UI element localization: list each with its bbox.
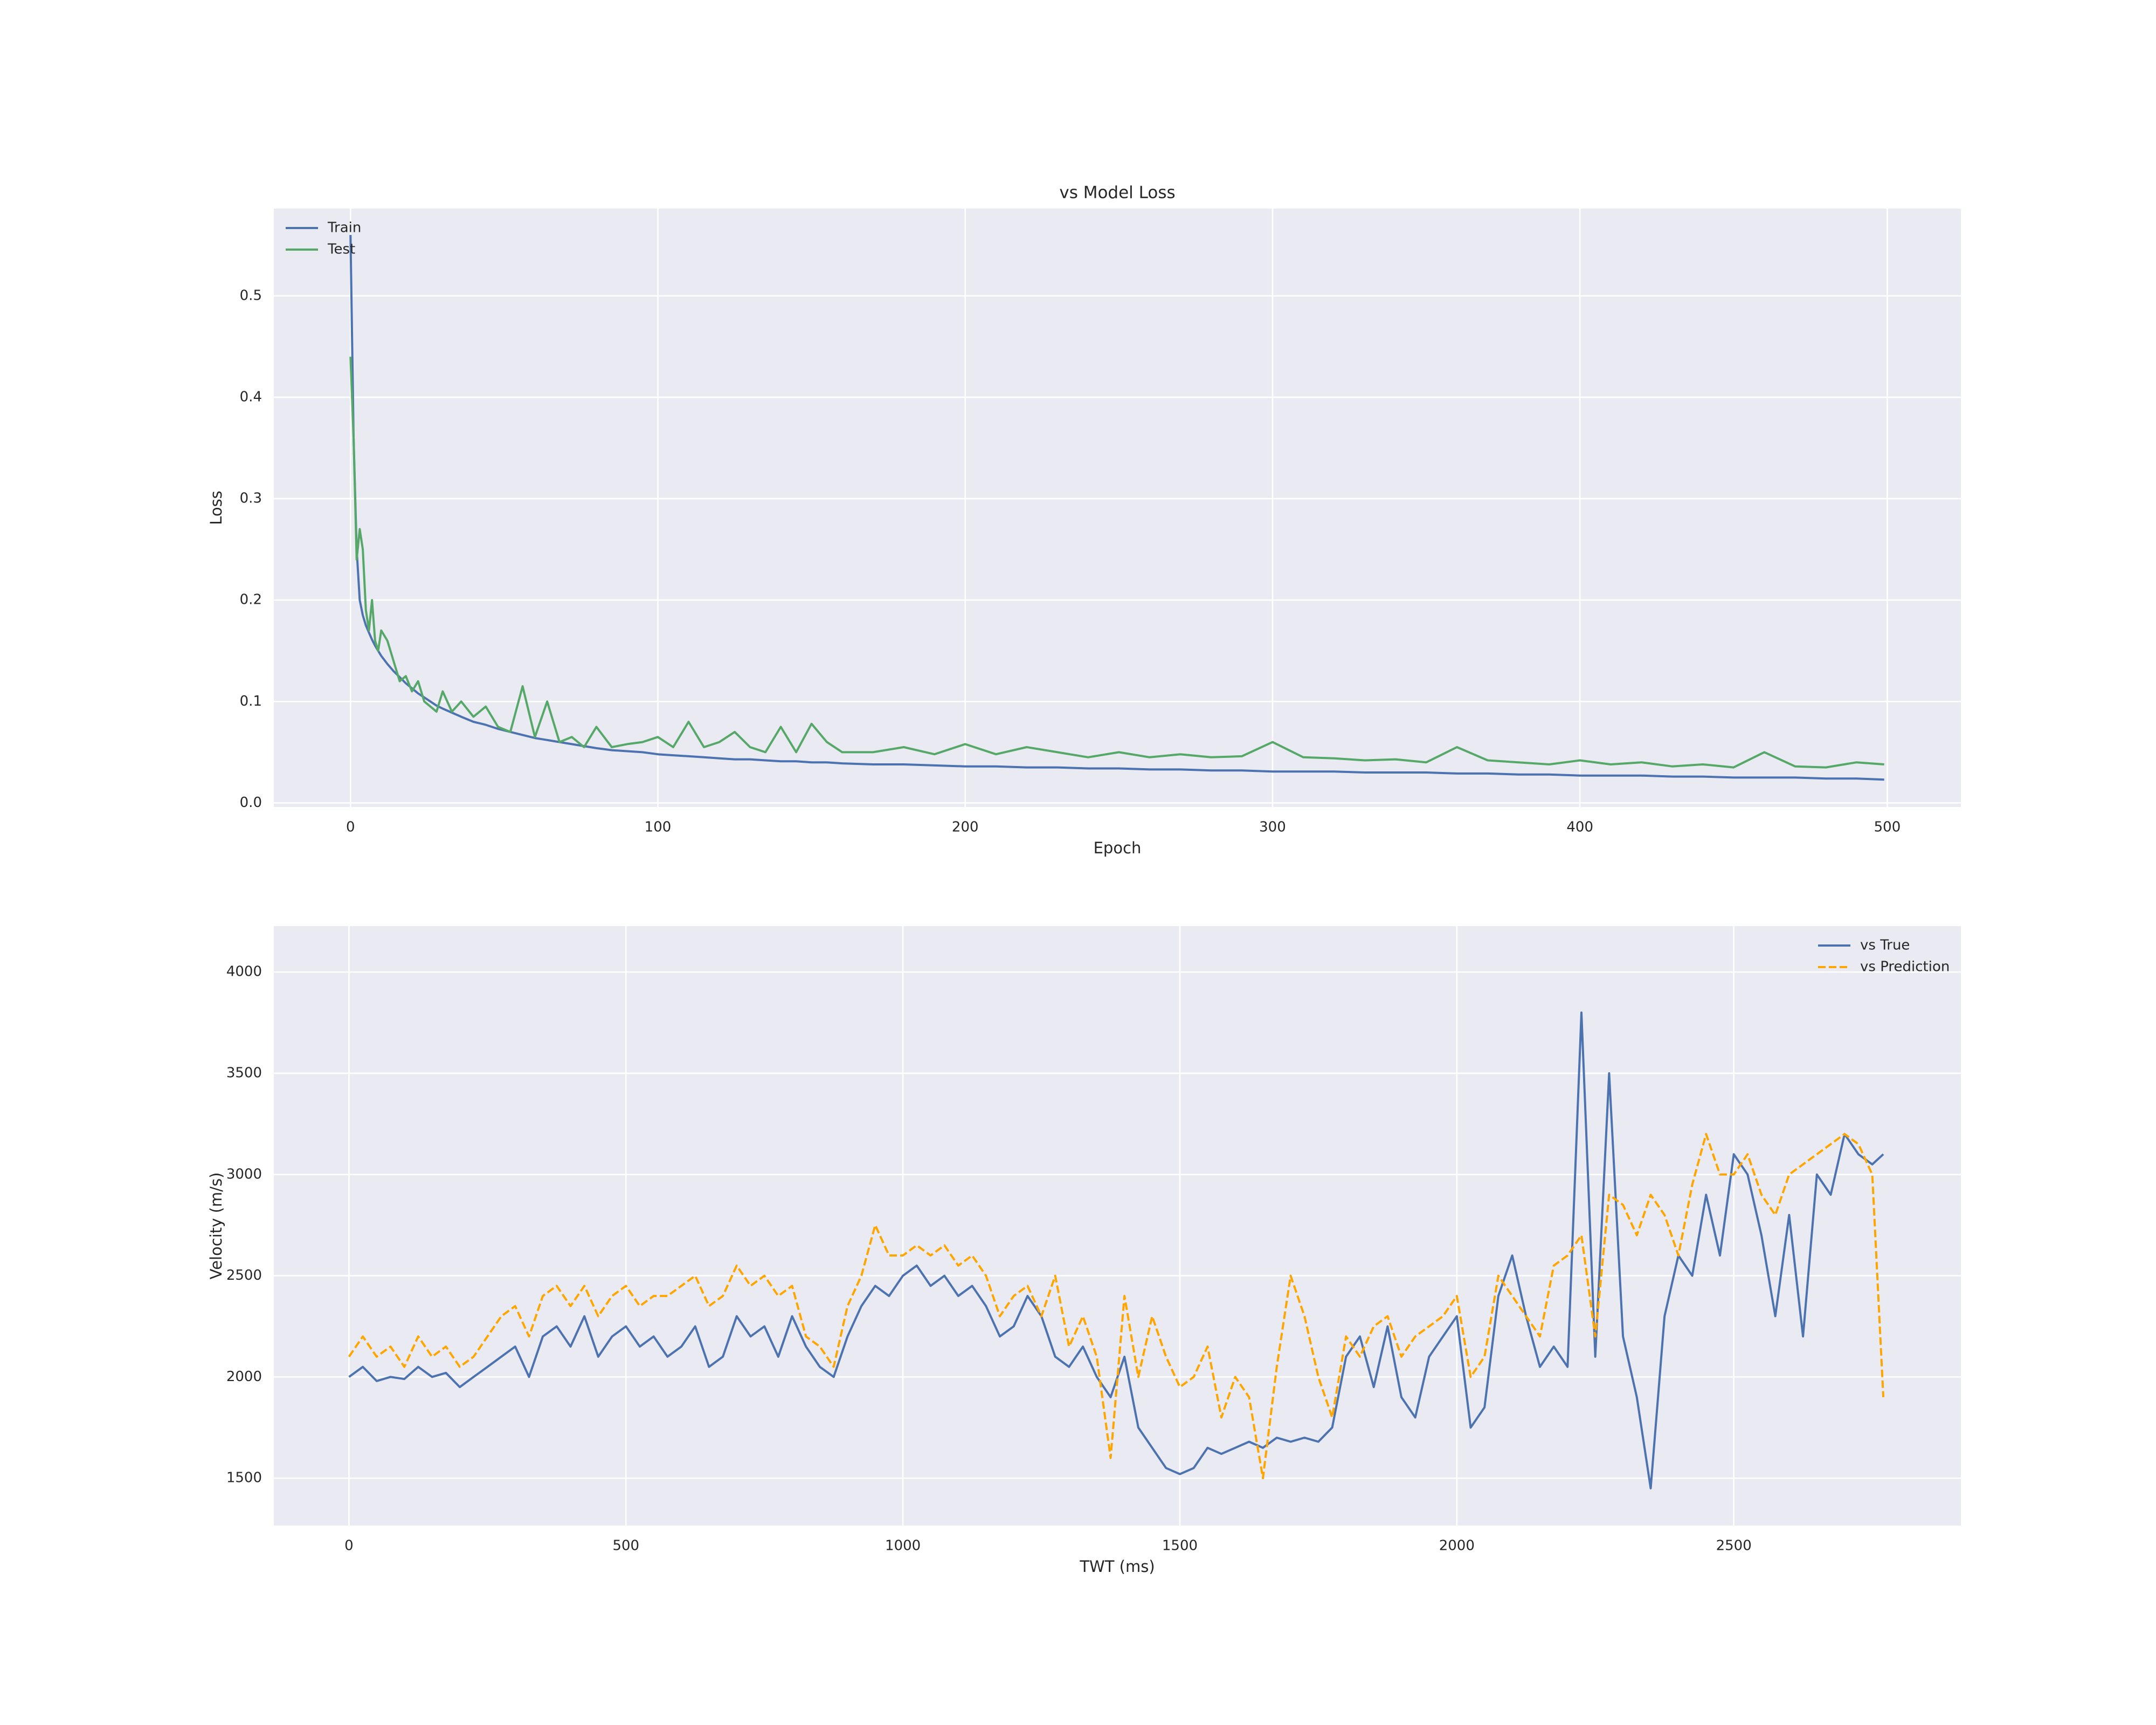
x-axis-label: Epoch — [1094, 839, 1142, 857]
y-tick-label: 2000 — [226, 1369, 262, 1385]
x-axis-label: TWT (ms) — [1079, 1557, 1155, 1576]
x-tick-label: 0 — [346, 819, 355, 836]
legend-label: Train — [327, 220, 361, 236]
x-tick-label: 500 — [1874, 819, 1901, 836]
y-tick-label: 0.3 — [240, 491, 262, 507]
y-tick-label: 2500 — [226, 1267, 262, 1284]
x-tick-label: 100 — [645, 819, 672, 836]
x-tick-label: 500 — [612, 1538, 639, 1554]
legend-label: vs Prediction — [1860, 959, 1950, 975]
x-tick-label: 300 — [1259, 819, 1286, 836]
x-tick-label: 200 — [952, 819, 979, 836]
y-tick-label: 0.1 — [240, 693, 262, 709]
y-tick-label: 3500 — [226, 1065, 262, 1081]
y-tick-label: 0.0 — [240, 795, 262, 811]
x-tick-label: 1500 — [1162, 1538, 1198, 1554]
legend-label: vs True — [1860, 937, 1910, 954]
series-line — [348, 1011, 1884, 1489]
y-tick-label: 3000 — [226, 1166, 262, 1182]
x-tick-label: 2000 — [1439, 1538, 1475, 1554]
x-tick-label: 1000 — [885, 1538, 921, 1554]
y-tick-label: 0.2 — [240, 592, 262, 608]
x-tick-label: 400 — [1566, 819, 1593, 836]
x-tick-label: 0 — [344, 1538, 354, 1554]
series-line — [349, 356, 1884, 769]
chart-title: vs Model Loss — [1059, 183, 1175, 203]
x-tick-label: 2500 — [1716, 1538, 1752, 1554]
y-axis-label: Velocity (m/s) — [207, 1172, 225, 1280]
y-axis-label: Loss — [207, 491, 225, 525]
y-tick-label: 0.4 — [240, 389, 262, 405]
y-tick-label: 0.5 — [240, 287, 262, 303]
y-tick-label: 4000 — [226, 964, 262, 980]
plot-area — [274, 209, 1961, 807]
y-tick-label: 1500 — [226, 1470, 262, 1486]
plot-area — [274, 926, 1961, 1526]
series-line — [349, 234, 1884, 781]
legend-label: Test — [327, 242, 355, 258]
